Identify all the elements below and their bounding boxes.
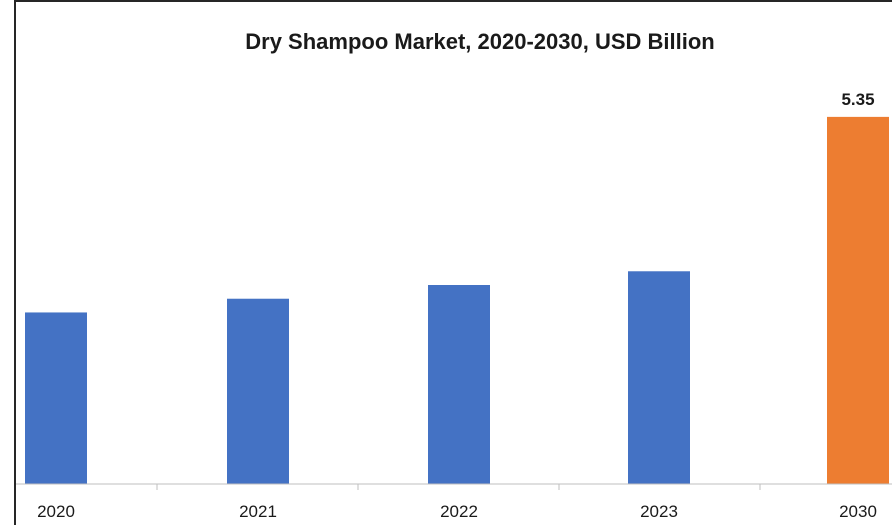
- x-tick-label-2020: 2020: [37, 502, 75, 521]
- chart-title: Dry Shampoo Market, 2020-2030, USD Billi…: [245, 29, 715, 54]
- bar-2023: [628, 271, 690, 484]
- bars-group: [25, 116, 889, 485]
- data-label-2030: 5.35: [841, 90, 874, 109]
- x-axis-tick-labels: 2020 2021 2022 2023 2030: [37, 502, 877, 521]
- bar-2030: [827, 116, 889, 485]
- x-tick-label-2023: 2023: [640, 502, 678, 521]
- x-tick-label-2021: 2021: [239, 502, 277, 521]
- bar-2021: [227, 298, 289, 484]
- data-labels: 5.35: [841, 90, 874, 109]
- x-tick-label-2030: 2030: [839, 502, 877, 521]
- x-tick-label-2022: 2022: [440, 502, 478, 521]
- x-axis-ticks: [156, 484, 761, 490]
- bar-2022: [428, 285, 490, 484]
- bar-2020: [25, 312, 87, 484]
